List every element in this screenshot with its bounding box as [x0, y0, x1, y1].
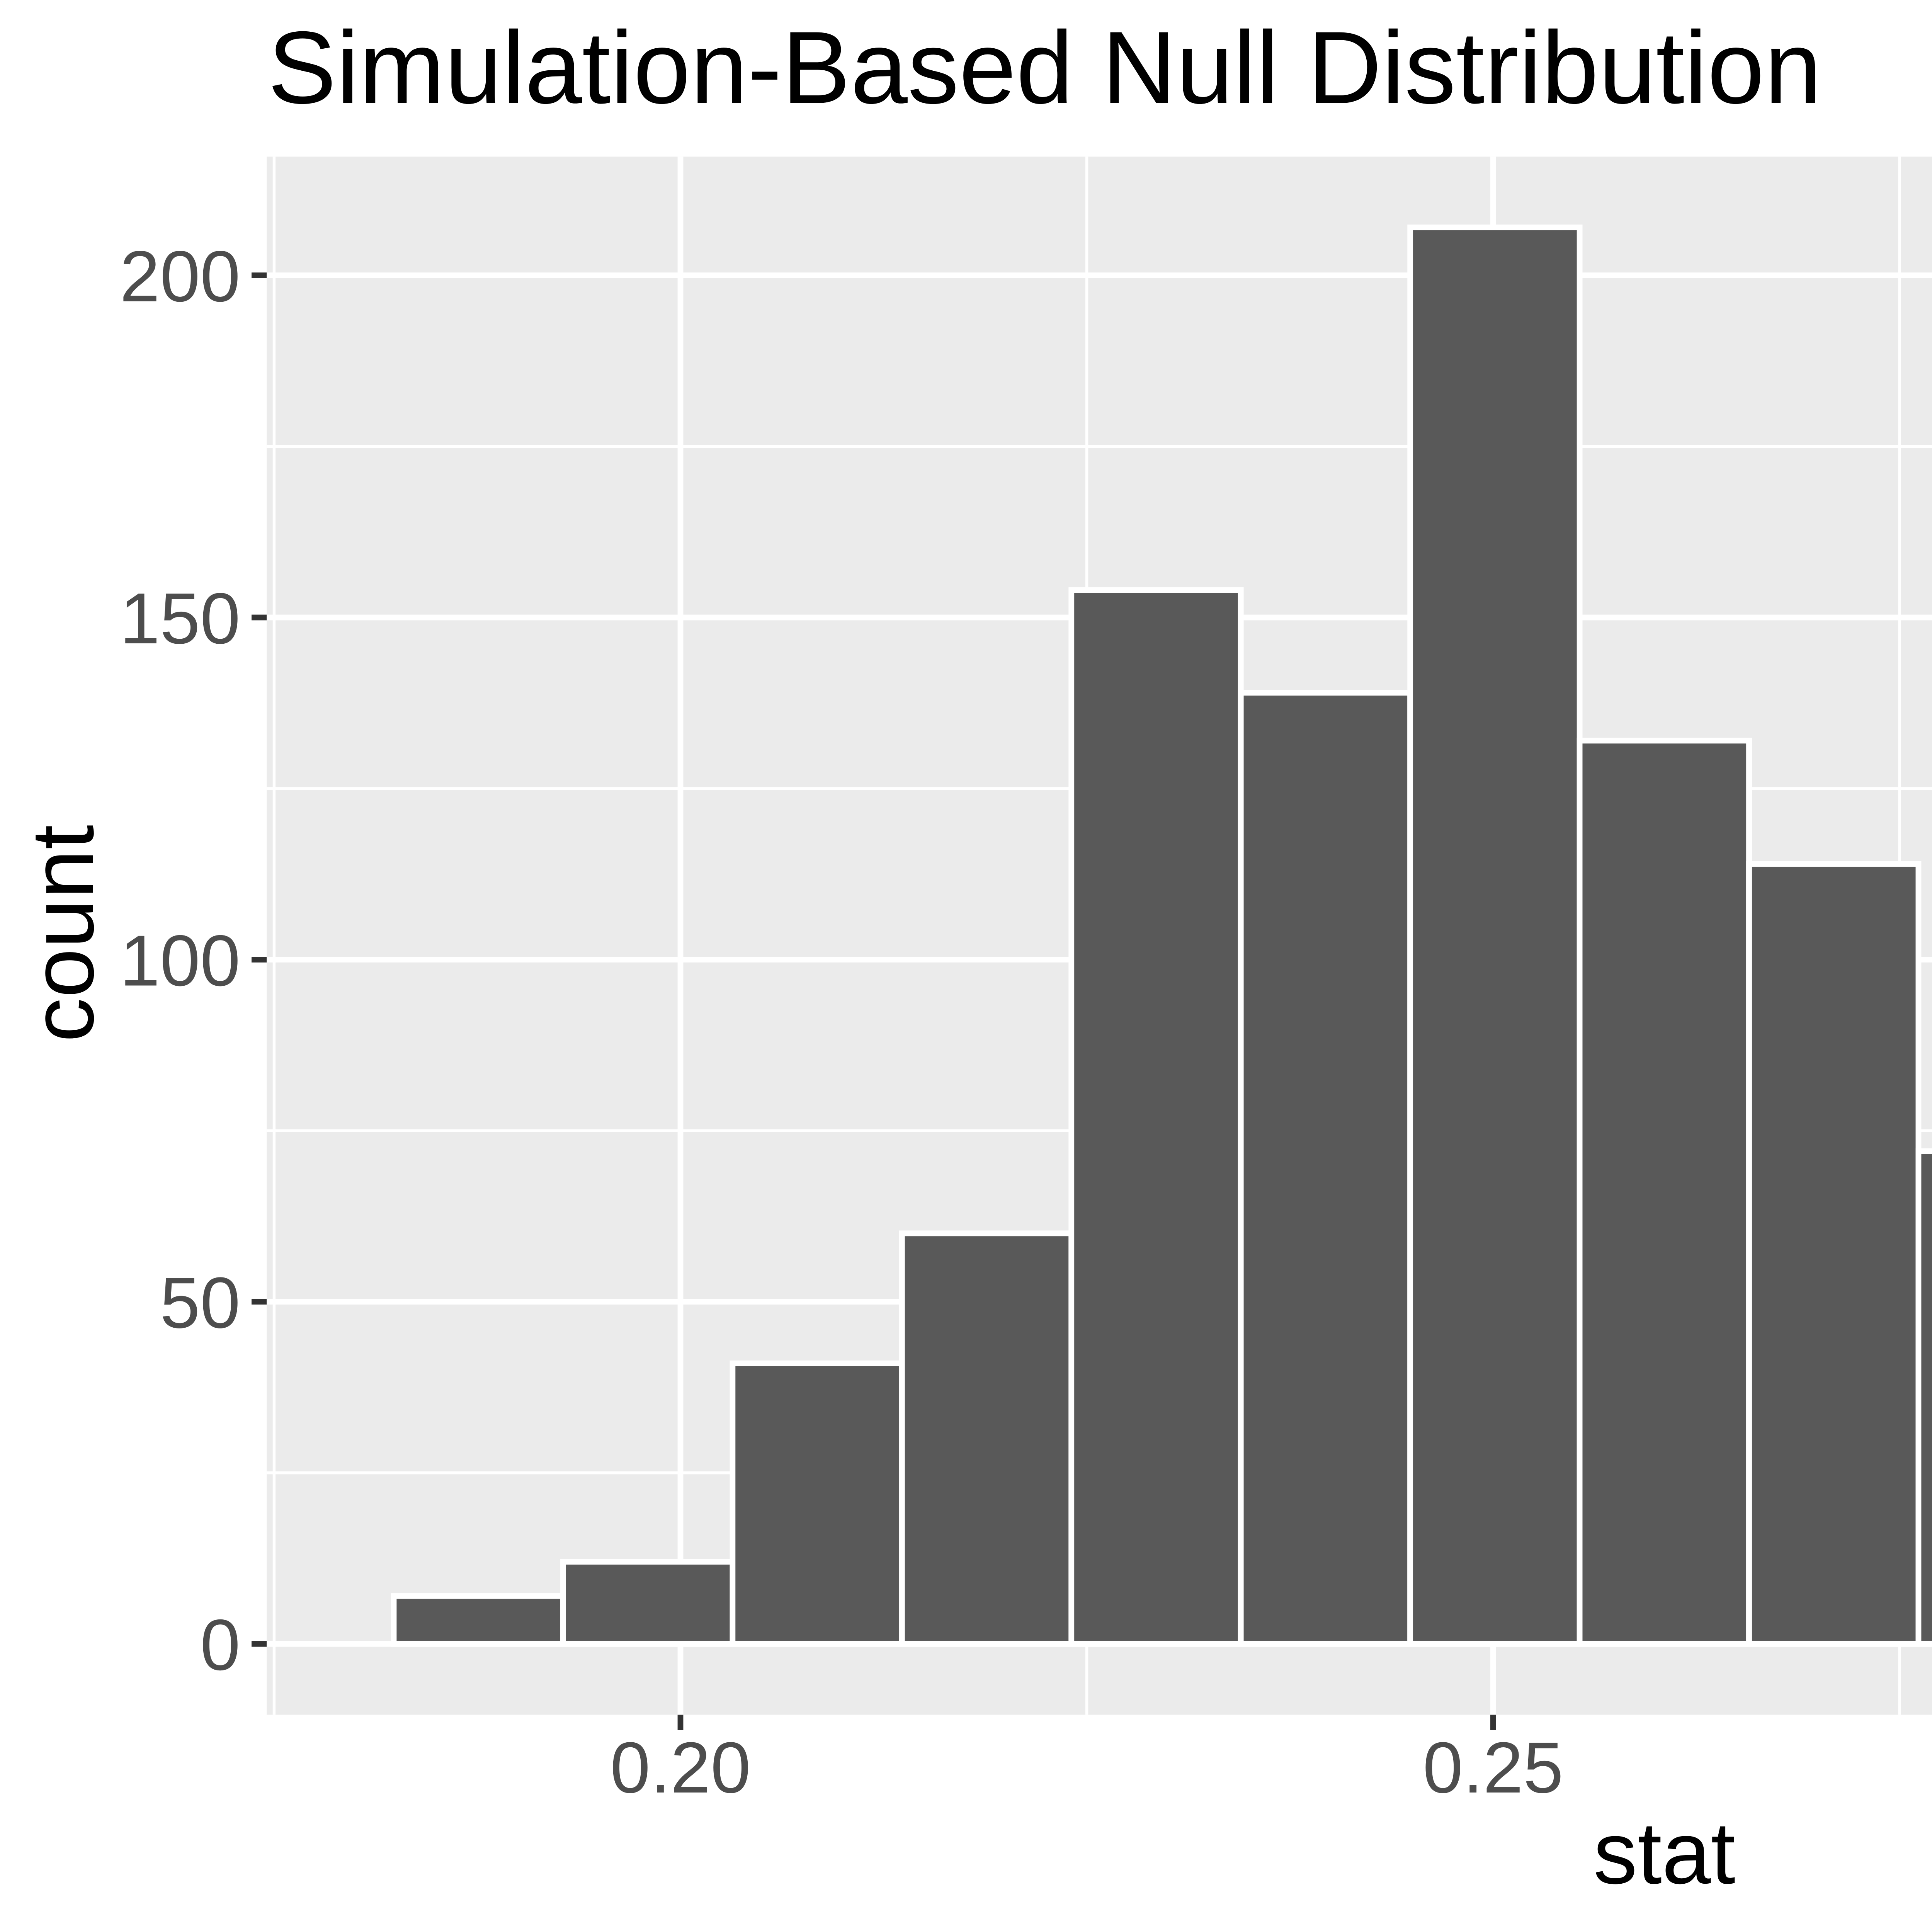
svg-text:0.25: 0.25 [1423, 1727, 1563, 1808]
svg-text:200: 200 [120, 236, 240, 317]
svg-text:stat: stat [1594, 1804, 1736, 1902]
svg-text:0: 0 [200, 1604, 240, 1685]
svg-text:0.20: 0.20 [610, 1727, 751, 1808]
svg-text:Simulation-Based Null Distribu: Simulation-Based Null Distribution [268, 10, 1821, 125]
svg-text:150: 150 [120, 578, 240, 659]
svg-text:100: 100 [120, 920, 240, 1001]
svg-text:count: count [13, 825, 112, 1043]
svg-text:50: 50 [160, 1262, 240, 1343]
